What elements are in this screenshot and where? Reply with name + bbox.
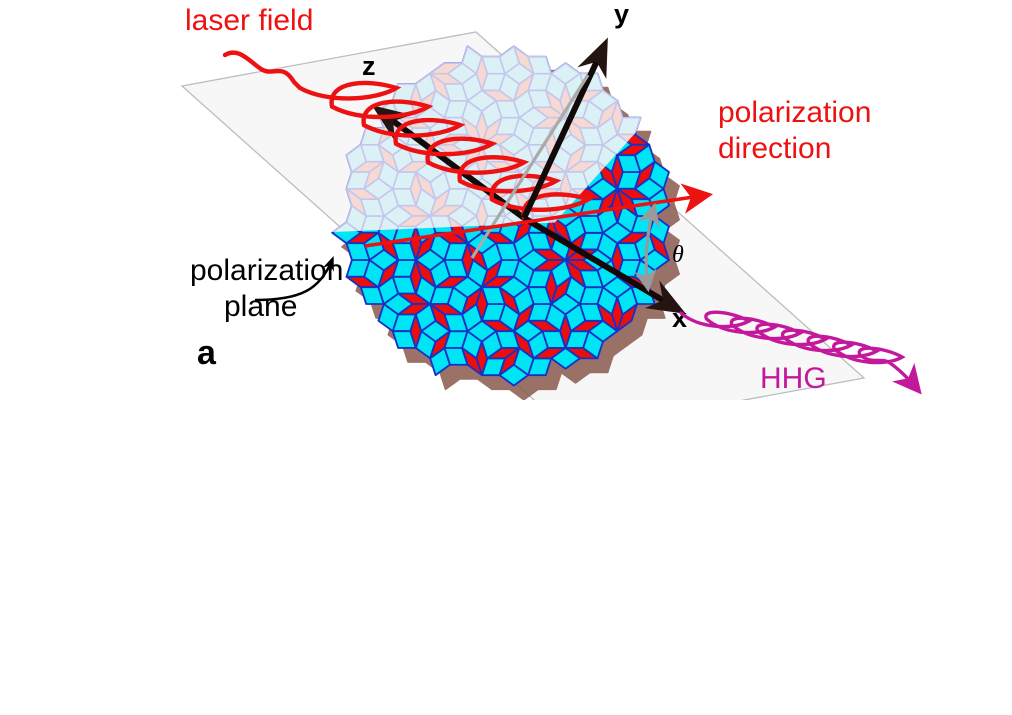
svg-text:direction: direction [718,132,831,165]
svg-text:polarization: polarization [718,96,871,129]
svg-text:HHG: HHG [760,362,827,395]
svg-text:laser field: laser field [185,4,313,37]
svg-text:a: a [197,334,217,372]
svg-text:y: y [614,0,629,29]
svg-text:z: z [362,51,376,81]
svg-text:θ: θ [672,242,684,268]
svg-text:plane: plane [224,290,297,323]
svg-text:polarization: polarization [190,254,343,287]
